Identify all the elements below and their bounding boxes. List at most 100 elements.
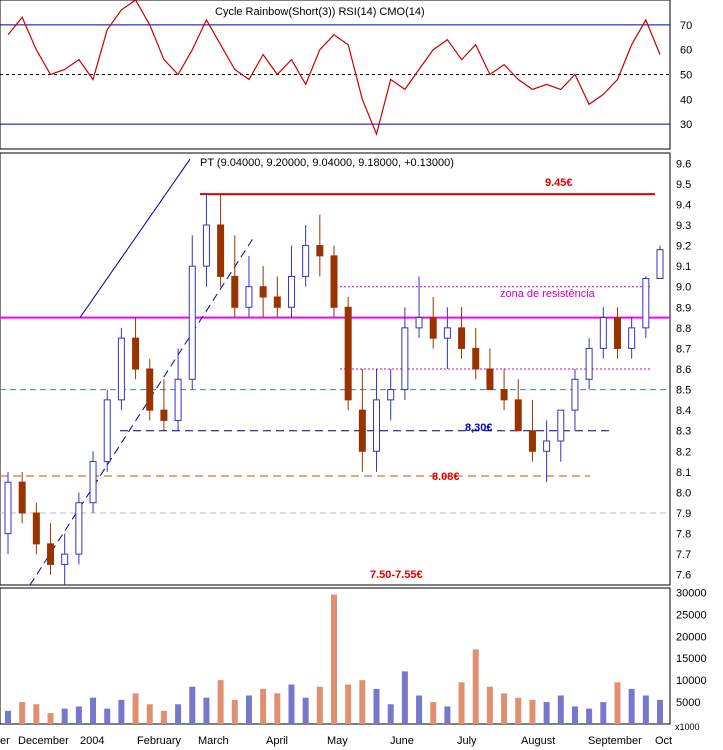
- candle-body: [429, 317, 437, 339]
- candle-body: [61, 553, 69, 565]
- volume-bar: [245, 695, 252, 724]
- volume-bar: [472, 649, 479, 724]
- candle-body: [401, 327, 409, 391]
- rsi-series-line: [7, 0, 661, 136]
- candle-body: [174, 378, 182, 421]
- candle-body: [259, 286, 267, 298]
- x-axis-label: December: [18, 735, 69, 747]
- volume-bar: [104, 708, 111, 724]
- candle-body: [202, 224, 210, 267]
- candle-body: [344, 306, 352, 401]
- x-axis-label: April: [266, 735, 288, 747]
- candle-body: [543, 440, 551, 452]
- volume-bar: [260, 688, 267, 724]
- x-axis-label: 2004: [80, 735, 104, 747]
- candle-body: [373, 399, 381, 452]
- volume-bar: [288, 684, 295, 724]
- price-tick-label: 9.1: [676, 261, 691, 273]
- candle-body: [32, 512, 40, 545]
- volume-bar: [515, 697, 522, 724]
- volume-bar: [316, 686, 323, 724]
- candle-body: [585, 347, 593, 380]
- x-axis-label: May: [327, 735, 348, 747]
- volume-bar: [175, 704, 182, 724]
- rsi-tick-label: 70: [680, 20, 692, 32]
- candle-body: [287, 275, 295, 308]
- price-layer: [0, 158, 670, 586]
- candle-body: [231, 275, 239, 308]
- rsi-panel-frame: [0, 0, 671, 150]
- volume-tick-label: 5000: [676, 697, 700, 709]
- candle-body: [89, 461, 97, 504]
- price-tick-label: 8.3: [676, 426, 691, 438]
- volume-bar: [47, 713, 54, 724]
- price-panel-frame: [0, 152, 671, 586]
- label-750-755: 7.50-7.55€: [370, 569, 423, 581]
- x-axis-label: March: [198, 735, 229, 747]
- price-tick-label: 9.2: [676, 241, 691, 253]
- volume-bar: [529, 699, 536, 724]
- volume-bar: [217, 680, 224, 724]
- volume-bar: [61, 708, 68, 724]
- candle-body: [273, 296, 281, 308]
- volume-bar: [501, 693, 508, 724]
- price-tick-label: 7.8: [676, 529, 691, 541]
- volume-bar: [373, 688, 380, 724]
- candle-body: [188, 265, 196, 380]
- label-resistance-zone: zona de resistência: [500, 288, 596, 300]
- candle-body: [4, 481, 12, 535]
- price-tick-label: 7.9: [676, 508, 691, 520]
- candle-body: [642, 277, 650, 329]
- volume-bar: [345, 684, 352, 724]
- candle-body: [486, 368, 494, 391]
- x-axis-label: Oct: [655, 735, 672, 747]
- volume-bar: [33, 704, 40, 724]
- volume-bar: [189, 686, 196, 724]
- price-tick-label: 8.8: [676, 323, 691, 335]
- volume-tick-label: 10000: [676, 675, 707, 687]
- label-830: 8,30€: [465, 422, 493, 434]
- price-tick-label: 8.5: [676, 385, 691, 397]
- price-tick-label: 9.3: [676, 220, 691, 232]
- candle-body: [472, 347, 480, 370]
- candle-body: [628, 327, 636, 349]
- volume-bar: [628, 688, 635, 724]
- candle-body: [599, 317, 607, 349]
- axis-layer: 30 40 50 60 70 7.6 7.7 7.8 7.9 8.0 8.1 8.2 8.3 8.4 8.5…: [0, 20, 707, 747]
- volume-bar: [231, 699, 238, 724]
- candle-body: [358, 409, 366, 452]
- volume-tick-label: 25000: [676, 609, 707, 621]
- volume-bar: [444, 706, 451, 724]
- volume-bar: [416, 695, 423, 724]
- volume-layer: [5, 594, 663, 724]
- volume-bar: [458, 682, 465, 724]
- volume-tick-label: 30000: [676, 587, 707, 599]
- volume-bar: [387, 704, 394, 724]
- price-tick-label: 9.0: [676, 282, 691, 294]
- x-axis-label: September: [588, 735, 642, 747]
- price-tick-label: 8.6: [676, 364, 691, 376]
- volume-bar: [543, 702, 550, 724]
- x-axis-label: July: [457, 735, 477, 747]
- volume-bar: [19, 702, 26, 724]
- candle-body: [132, 337, 140, 370]
- candle-body: [613, 317, 621, 349]
- label-945: 9.45€: [545, 177, 573, 189]
- price-tick-label: 9.5: [676, 179, 691, 191]
- x-axis-label: February: [137, 735, 182, 747]
- candle-body: [656, 249, 664, 279]
- volume-bar: [203, 697, 210, 724]
- candle-body: [528, 430, 536, 452]
- candle-body: [387, 389, 395, 401]
- price-tick-label: 8.7: [676, 343, 691, 355]
- candle-body: [443, 327, 451, 339]
- price-tick-label: 9.4: [676, 199, 691, 211]
- candle-body: [245, 286, 253, 308]
- volume-bar: [146, 704, 153, 724]
- candle-body: [117, 337, 125, 401]
- volume-bar: [359, 680, 366, 724]
- volume-bar: [430, 702, 437, 724]
- candle-body: [302, 245, 310, 277]
- candle-body: [18, 481, 26, 514]
